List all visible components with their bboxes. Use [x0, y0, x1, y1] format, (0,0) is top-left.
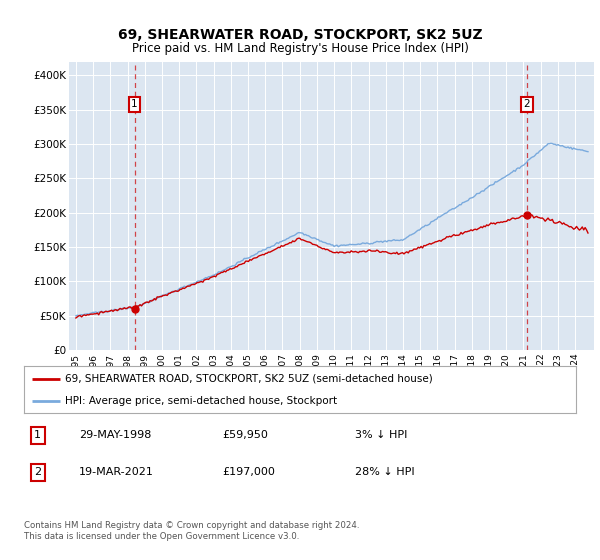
Text: Price paid vs. HM Land Registry's House Price Index (HPI): Price paid vs. HM Land Registry's House …	[131, 42, 469, 55]
Text: 1: 1	[34, 430, 41, 440]
Text: 19-MAR-2021: 19-MAR-2021	[79, 468, 154, 478]
Text: 2: 2	[524, 99, 530, 109]
Text: HPI: Average price, semi-detached house, Stockport: HPI: Average price, semi-detached house,…	[65, 396, 338, 407]
Text: £197,000: £197,000	[223, 468, 275, 478]
Text: Contains HM Land Registry data © Crown copyright and database right 2024.
This d: Contains HM Land Registry data © Crown c…	[24, 521, 359, 540]
Text: 28% ↓ HPI: 28% ↓ HPI	[355, 468, 415, 478]
Text: £59,950: £59,950	[223, 430, 269, 440]
Text: 2: 2	[34, 468, 41, 478]
Text: 29-MAY-1998: 29-MAY-1998	[79, 430, 152, 440]
Text: 1: 1	[131, 99, 138, 109]
Text: 3% ↓ HPI: 3% ↓ HPI	[355, 430, 407, 440]
Text: 69, SHEARWATER ROAD, STOCKPORT, SK2 5UZ (semi-detached house): 69, SHEARWATER ROAD, STOCKPORT, SK2 5UZ …	[65, 374, 433, 384]
Text: 69, SHEARWATER ROAD, STOCKPORT, SK2 5UZ: 69, SHEARWATER ROAD, STOCKPORT, SK2 5UZ	[118, 28, 482, 42]
